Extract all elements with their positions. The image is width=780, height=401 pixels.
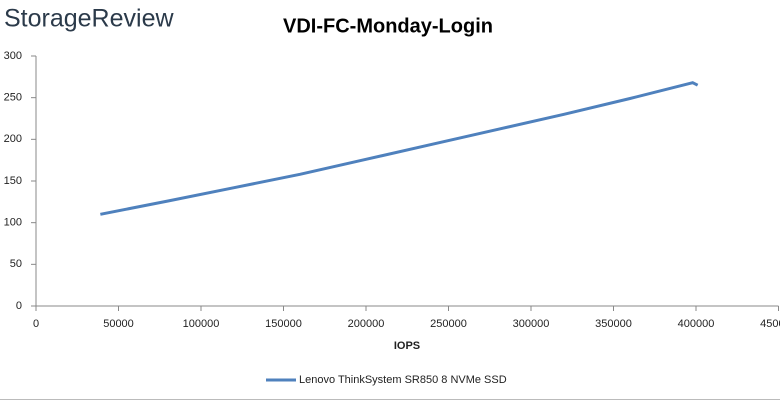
x-axis-title: IOPS <box>394 340 420 352</box>
y-tick-label: 150 <box>4 175 22 187</box>
x-tick-label: 400000 <box>678 318 715 330</box>
chart-title: VDI-FC-Monday-Login <box>283 15 493 37</box>
x-tick-label: 450000 <box>760 318 780 330</box>
y-tick-label: 300 <box>4 50 22 62</box>
x-tick-label: 350000 <box>595 318 632 330</box>
x-tick-label: 300000 <box>513 318 550 330</box>
x-tick-label: 200000 <box>348 318 385 330</box>
x-tick-label: 250000 <box>430 318 467 330</box>
legend: Lenovo ThinkSystem SR850 8 NVMe SSD <box>266 374 507 386</box>
legend-label: Lenovo ThinkSystem SR850 8 NVMe SSD <box>299 374 507 386</box>
series-line <box>100 81 699 216</box>
y-tick-label: 250 <box>4 92 22 104</box>
x-tick-label: 150000 <box>265 318 302 330</box>
y-tick-label: 0 <box>16 300 22 312</box>
y-tick-label: 100 <box>4 217 22 229</box>
y-tick-label: 50 <box>10 258 22 270</box>
x-tick-label: 0 <box>33 318 39 330</box>
brand: StorageReview <box>4 5 174 33</box>
y-tick-label: 200 <box>4 133 22 145</box>
x-tick-label: 100000 <box>183 318 220 330</box>
x-tick-label: 50000 <box>103 318 134 330</box>
